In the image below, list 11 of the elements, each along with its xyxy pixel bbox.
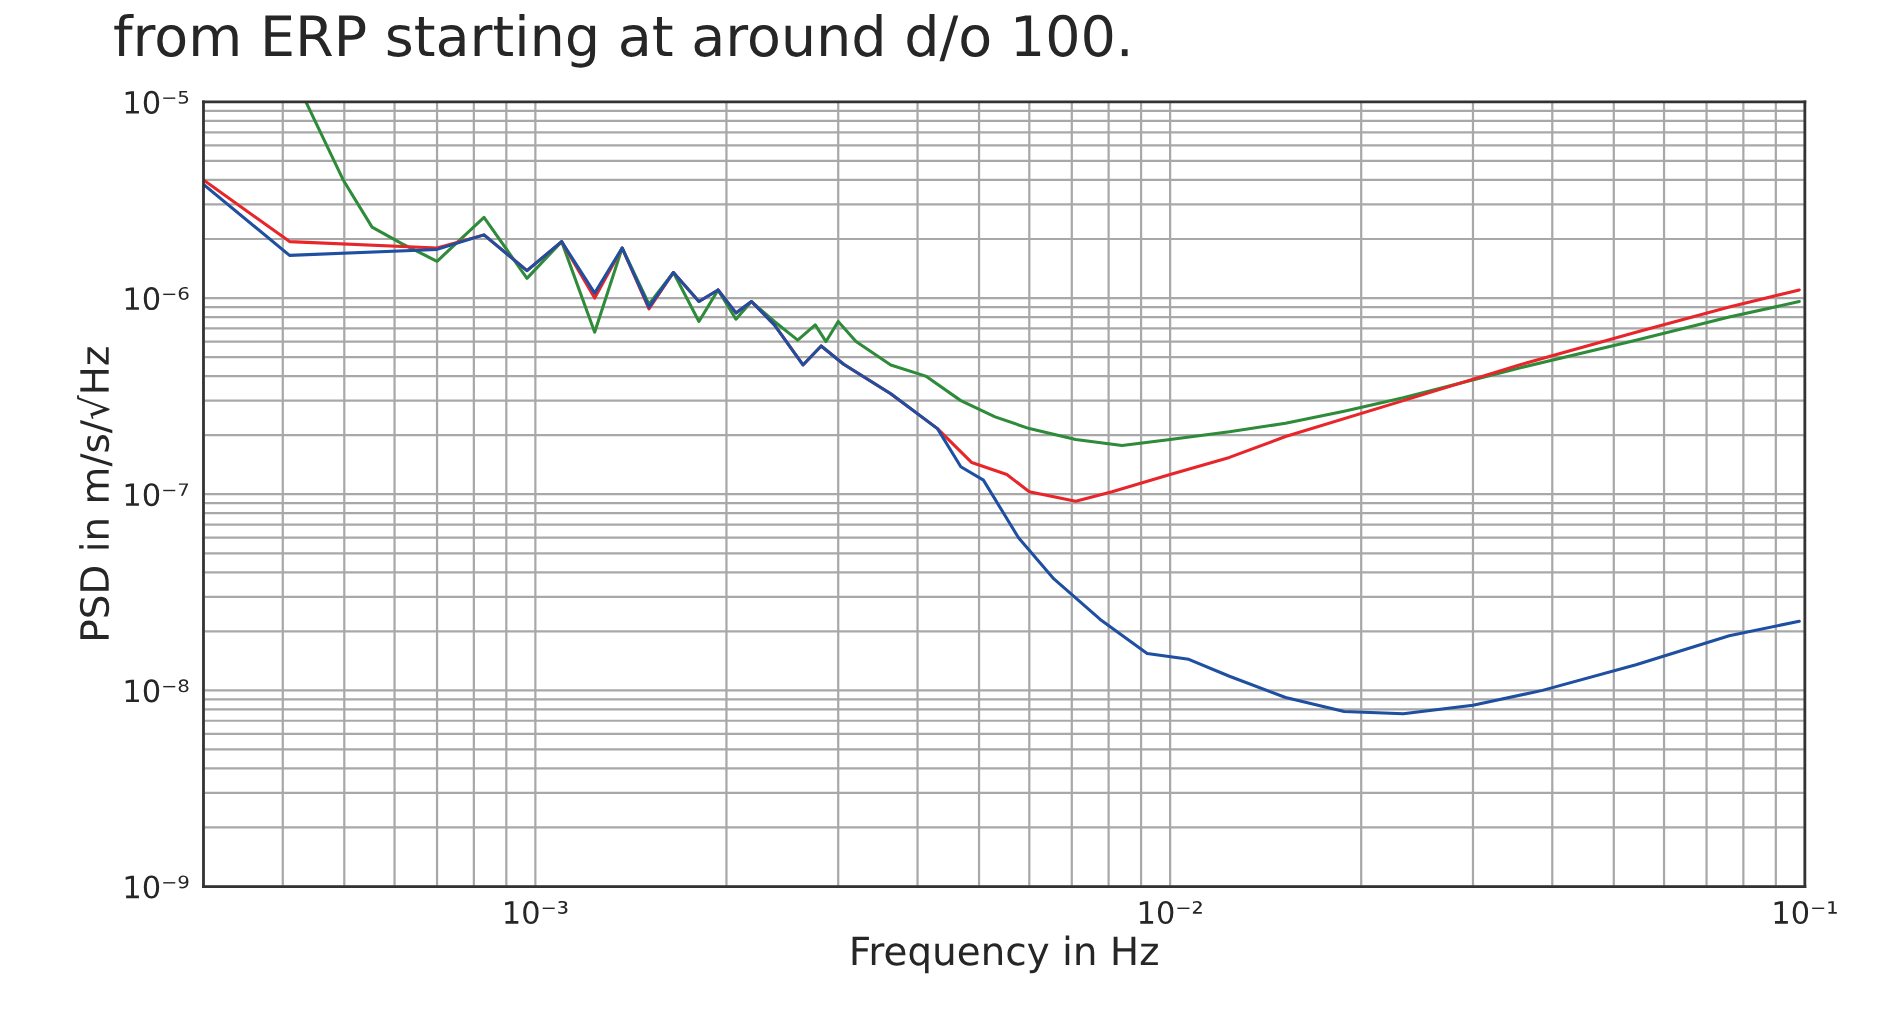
y-tick-label: 10⁻⁸ <box>125 679 189 703</box>
x-axis-title: Frequency in Hz <box>852 935 1158 974</box>
y-tick-label: 10⁻⁵ <box>125 90 189 114</box>
chart-title: from ERP starting at around d/o 100. <box>114 13 1128 68</box>
y-tick-label: 10⁻⁶ <box>125 286 189 311</box>
x-tick-label: 10⁻³ <box>505 900 568 925</box>
y-axis-title: PSD in m/s/√Hz <box>77 347 113 639</box>
y-tick-label: 10⁻⁷ <box>125 483 189 507</box>
x-tick-label: 10⁻² <box>1139 900 1202 925</box>
x-tick-label: 10⁻¹ <box>1774 900 1837 925</box>
y-tick-label: 10⁻⁹ <box>125 875 189 899</box>
